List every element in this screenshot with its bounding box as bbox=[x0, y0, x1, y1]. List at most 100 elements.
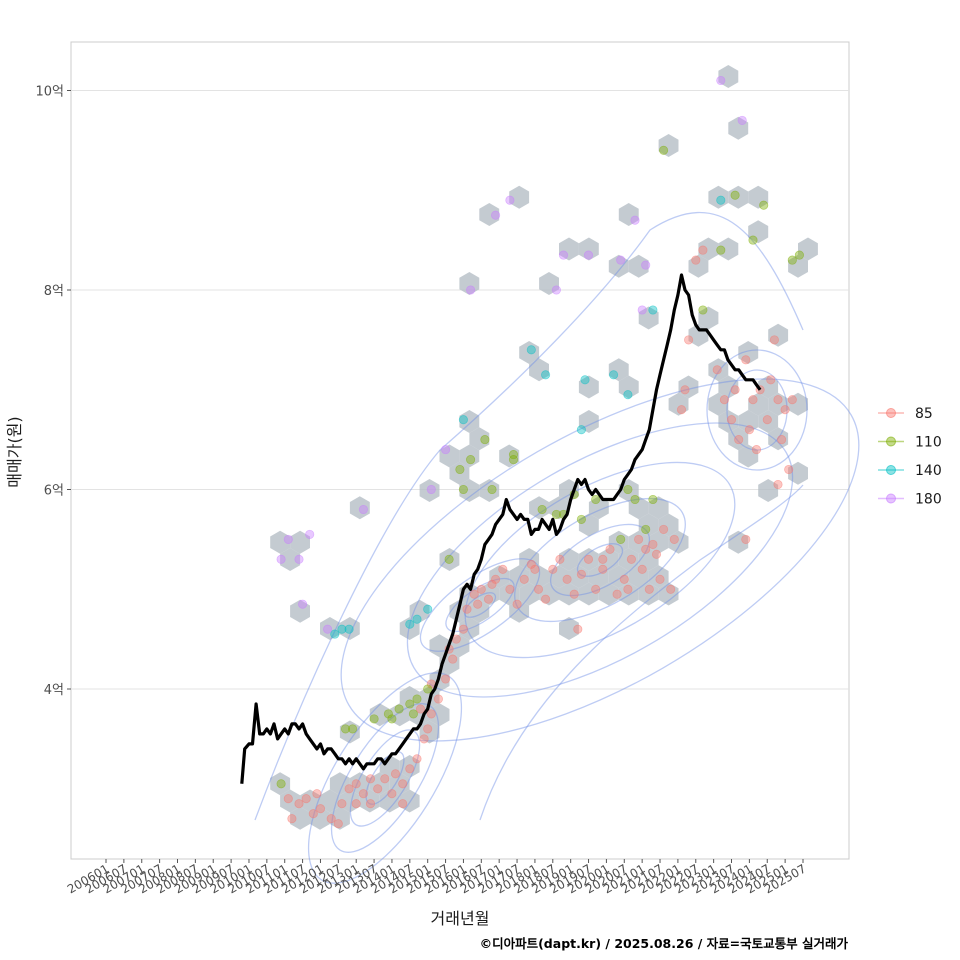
point-series-85 bbox=[433, 694, 443, 704]
hexbin-cell bbox=[608, 358, 629, 382]
trend-line bbox=[240, 273, 762, 784]
hexbin-cell bbox=[608, 565, 629, 589]
point-series-110 bbox=[630, 494, 640, 505]
point-series-85 bbox=[387, 789, 397, 799]
point-series-110 bbox=[455, 464, 465, 475]
point-series-85 bbox=[415, 704, 426, 714]
hexbin-cell bbox=[439, 548, 460, 571]
point-series-85 bbox=[751, 445, 762, 455]
point-series-85 bbox=[626, 554, 636, 564]
point-series-140 bbox=[405, 619, 415, 629]
legend-label: 85 bbox=[915, 406, 933, 422]
point-series-140 bbox=[423, 604, 433, 614]
point-series-110 bbox=[551, 509, 561, 519]
point-series-140 bbox=[576, 425, 586, 435]
hexbin-cell bbox=[469, 599, 490, 623]
point-series-85 bbox=[730, 385, 740, 395]
point-series-110 bbox=[408, 709, 418, 719]
point-series-110 bbox=[340, 724, 351, 734]
point-series-85 bbox=[655, 574, 665, 584]
point-series-140 bbox=[337, 624, 347, 634]
point-series-85 bbox=[365, 774, 376, 784]
hexbin-cell bbox=[638, 513, 659, 537]
hexbin-cell bbox=[290, 530, 310, 554]
point-series-110 bbox=[648, 494, 658, 505]
point-series-180 bbox=[294, 554, 304, 564]
point-series-85 bbox=[351, 779, 361, 789]
hexbin-cell bbox=[280, 548, 301, 571]
hexbin-cell bbox=[320, 789, 340, 813]
point-series-85 bbox=[423, 724, 433, 734]
hexbin-cell bbox=[399, 789, 420, 813]
point-series-85 bbox=[598, 564, 608, 574]
hexbin-cell bbox=[628, 530, 649, 554]
point-series-85 bbox=[583, 554, 594, 564]
point-series-85 bbox=[769, 335, 779, 345]
point-series-85 bbox=[505, 584, 515, 594]
point-series-110 bbox=[591, 494, 601, 505]
hexbin-cell bbox=[559, 479, 579, 502]
hexbin-cell bbox=[290, 806, 310, 830]
legend-swatch-dot bbox=[886, 436, 896, 447]
hexbin-cell bbox=[628, 254, 649, 278]
point-series-85 bbox=[333, 819, 343, 829]
point-series-110 bbox=[623, 484, 633, 495]
hexbin-cell bbox=[758, 410, 779, 433]
hexbin-cell bbox=[419, 479, 440, 502]
point-series-110 bbox=[348, 724, 358, 734]
point-series-180 bbox=[323, 624, 333, 634]
point-series-85 bbox=[676, 405, 687, 415]
point-series-85 bbox=[669, 534, 679, 544]
density-contour bbox=[307, 672, 463, 884]
legend: 85 110 140 180 bbox=[878, 406, 942, 508]
point-series-180 bbox=[466, 285, 476, 295]
point-series-110 bbox=[716, 245, 726, 255]
point-series-85 bbox=[405, 764, 415, 774]
hexbin-cell bbox=[578, 548, 599, 571]
hexbin-cell bbox=[728, 427, 749, 451]
point-series-110 bbox=[794, 250, 804, 260]
point-series-85 bbox=[476, 584, 486, 594]
hexbin-cell bbox=[788, 392, 808, 416]
hexbin-cell bbox=[748, 185, 769, 209]
x-axis-title: 거래년월 bbox=[431, 909, 490, 928]
legend-item-140: 140 bbox=[878, 463, 942, 479]
hexbin-cell bbox=[529, 358, 549, 382]
point-series-85 bbox=[337, 799, 347, 809]
hexbin-cell bbox=[359, 789, 380, 813]
hexbin-cell bbox=[688, 254, 709, 278]
hexbin-cell bbox=[399, 686, 420, 709]
hexbin-cell bbox=[459, 617, 480, 640]
hexbin-cell bbox=[578, 513, 599, 537]
point-series-180 bbox=[616, 255, 626, 265]
y-tick-label: 8억 bbox=[44, 284, 64, 299]
y-tick-label: 10억 bbox=[35, 85, 64, 100]
y-tick-label: 4억 bbox=[44, 683, 64, 698]
hexbin-cell bbox=[728, 116, 749, 140]
hexbin-cell bbox=[798, 237, 818, 261]
point-series-85 bbox=[680, 385, 690, 395]
density-contour bbox=[576, 543, 624, 577]
point-series-140 bbox=[412, 614, 422, 624]
hexbin-cell bbox=[429, 634, 450, 658]
point-series-180 bbox=[583, 250, 594, 260]
point-series-85 bbox=[358, 789, 368, 799]
point-series-85 bbox=[691, 255, 701, 265]
point-series-85 bbox=[469, 589, 479, 599]
point-series-85 bbox=[573, 624, 583, 634]
hexbin-cell bbox=[648, 496, 669, 520]
y-tick-label: 6억 bbox=[44, 484, 64, 499]
point-series-85 bbox=[651, 549, 662, 559]
point-series-85 bbox=[283, 794, 293, 804]
point-series-180 bbox=[630, 215, 640, 225]
hexbin-cell bbox=[748, 392, 769, 416]
density-contour bbox=[340, 378, 860, 742]
point-series-180 bbox=[551, 285, 561, 295]
legend-swatch-dot bbox=[886, 465, 896, 475]
hexbin-cell bbox=[708, 358, 729, 382]
hexbin-cell bbox=[718, 237, 739, 261]
point-series-110 bbox=[616, 534, 626, 544]
point-series-85 bbox=[326, 814, 336, 824]
hexbin-cell bbox=[509, 565, 530, 589]
density-contour bbox=[549, 523, 651, 597]
